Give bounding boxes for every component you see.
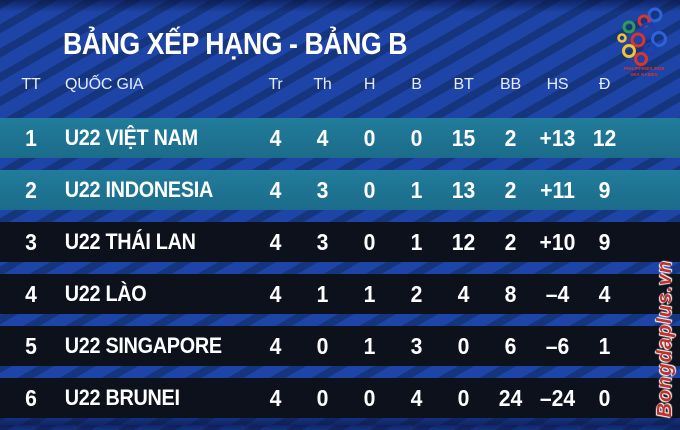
- team-name: U22 INDONESIA: [64, 177, 214, 202]
- table-row: 4 U22 LÀO 4 1 1 2 4 8 –4 4: [0, 274, 680, 314]
- svg-text:SEA GAMES: SEA GAMES: [630, 72, 657, 77]
- cell-wins: 0: [316, 332, 329, 359]
- col-header-goals-against: BB: [500, 76, 521, 93]
- cell-wins: 3: [316, 228, 329, 255]
- cell-draws: 0: [363, 124, 376, 151]
- cell-losses: 1: [410, 228, 423, 255]
- cell-goal-diff: +11: [540, 176, 575, 203]
- cell-losses: 0: [410, 124, 423, 151]
- cell-draws: 1: [363, 280, 376, 307]
- cell-wins: 0: [316, 384, 329, 411]
- cell-goal-diff: +13: [539, 124, 576, 151]
- cell-wins: 1: [316, 280, 329, 307]
- table-row: 1 U22 VIỆT NAM 4 4 0 0 15 2 +13 12: [0, 118, 680, 158]
- team-name: U22 THÁI LAN: [64, 229, 196, 254]
- team-name: U22 LÀO: [64, 281, 147, 306]
- table-row: 5 U22 SINGAPORE 4 0 1 3 0 6 –6 1: [0, 326, 680, 366]
- cell-goals-against: 6: [504, 332, 517, 359]
- watermark-bongdaplus: Bongdaplus.vn: [654, 259, 676, 417]
- table-row: 6 U22 BRUNEI 4 0 0 4 0 24 –24 0: [0, 378, 680, 418]
- col-header-goals-for: BT: [453, 76, 474, 93]
- col-header-draws: H: [363, 76, 376, 93]
- cell-goal-diff: –4: [545, 280, 570, 307]
- cell-draws: 0: [363, 384, 376, 411]
- cell-wins: 3: [316, 176, 329, 203]
- cell-goals-for: 4: [457, 280, 470, 307]
- cell-goals-against: 8: [504, 280, 517, 307]
- rank-cell: 4: [25, 280, 37, 307]
- cell-points: 4: [598, 280, 611, 307]
- col-header-played: Tr: [268, 76, 283, 93]
- table-header-row: TT QUỐC GIA Tr Th H B BT BB HS Đ: [0, 74, 680, 96]
- cell-goals-for: 15: [451, 124, 476, 151]
- cell-draws: 0: [363, 228, 376, 255]
- cell-goals-for: 0: [457, 384, 470, 411]
- team-name: U22 VIỆT NAM: [64, 125, 198, 150]
- col-header-goal-diff: HS: [546, 76, 569, 93]
- cell-goals-for: 0: [457, 332, 470, 359]
- cell-played: 4: [269, 176, 282, 203]
- team-name: U22 BRUNEI: [64, 385, 180, 410]
- cell-losses: 4: [410, 384, 423, 411]
- cell-points: 0: [598, 384, 611, 411]
- col-header-points: Đ: [598, 76, 611, 93]
- cell-points: 9: [598, 228, 611, 255]
- table-row: 3 U22 THÁI LAN 4 3 0 1 12 2 +10 9: [0, 222, 680, 262]
- cell-goal-diff: –6: [545, 332, 570, 359]
- col-header-losses: B: [411, 76, 422, 93]
- cell-goal-diff: +10: [539, 228, 576, 255]
- page-title: BẢNG XẾP HẠNG - BẢNG B: [63, 26, 408, 61]
- cell-goals-against: 24: [498, 384, 523, 411]
- table-row: 2 U22 INDONESIA 4 3 0 1 13 2 +11 9: [0, 170, 680, 210]
- rank-cell: 6: [25, 384, 37, 411]
- cell-goals-for: 13: [451, 176, 476, 203]
- cell-losses: 3: [410, 332, 423, 359]
- sea-games-rings-icon: PHILIPPINES 2019 SEA GAMES: [617, 7, 667, 77]
- cell-losses: 2: [410, 280, 423, 307]
- cell-goals-against: 2: [504, 228, 517, 255]
- cell-points: 1: [598, 332, 611, 359]
- col-header-wins: Th: [313, 76, 332, 93]
- cell-losses: 1: [410, 176, 423, 203]
- cell-draws: 1: [363, 332, 376, 359]
- sea-games-logo: PHILIPPINES 2019 SEA GAMES: [614, 5, 674, 79]
- cell-points: 9: [598, 176, 611, 203]
- cell-points: 12: [592, 124, 617, 151]
- rank-cell: 1: [25, 124, 37, 151]
- cell-goals-for: 12: [451, 228, 476, 255]
- cell-goals-against: 2: [504, 176, 517, 203]
- cell-played: 4: [269, 280, 282, 307]
- col-header-rank: TT: [21, 76, 41, 93]
- cell-played: 4: [269, 124, 282, 151]
- cell-played: 4: [269, 332, 282, 359]
- team-name: U22 SINGAPORE: [64, 333, 222, 358]
- col-header-country: QUỐC GIA: [65, 76, 144, 93]
- cell-played: 4: [269, 384, 282, 411]
- svg-text:PHILIPPINES 2019: PHILIPPINES 2019: [624, 66, 665, 71]
- rank-cell: 5: [25, 332, 37, 359]
- standings-table: 1 U22 VIỆT NAM 4 4 0 0 15 2 +13 12 2 U22…: [0, 118, 680, 430]
- rank-cell: 3: [25, 228, 37, 255]
- rank-cell: 2: [25, 176, 37, 203]
- cell-played: 4: [269, 228, 282, 255]
- cell-goals-against: 2: [504, 124, 517, 151]
- cell-wins: 4: [316, 124, 329, 151]
- cell-draws: 0: [363, 176, 376, 203]
- cell-goal-diff: –24: [539, 384, 576, 411]
